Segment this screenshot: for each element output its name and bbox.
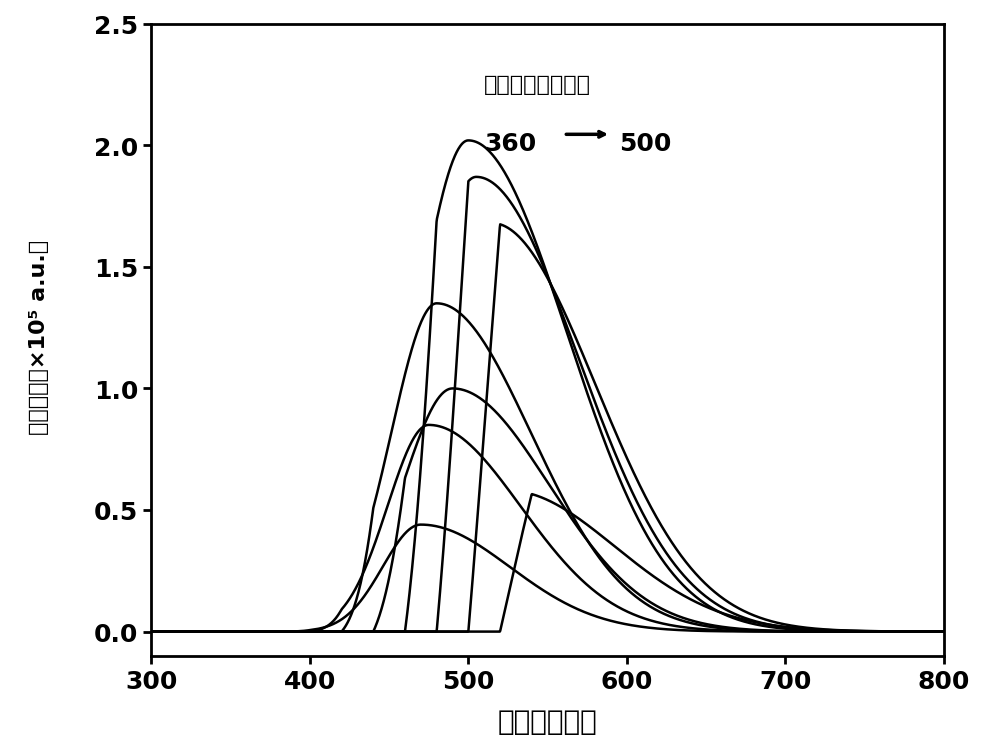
Text: 360: 360 [485,132,537,156]
X-axis label: 波长（纳米）: 波长（纳米） [497,707,598,735]
Text: 激发波长（纳米）: 激发波长（纳米） [485,75,591,95]
Text: 500: 500 [619,132,672,156]
Text: 荧光强度（×10⁵ a.u.）: 荧光强度（×10⁵ a.u.） [30,240,49,435]
